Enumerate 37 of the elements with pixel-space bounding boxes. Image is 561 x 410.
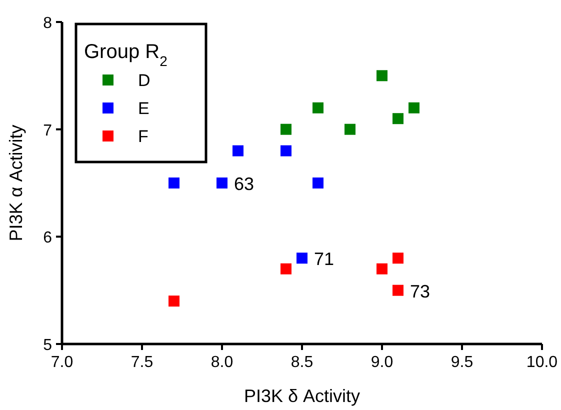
x-tick-label: 9.5 [450, 354, 474, 371]
point [344, 124, 356, 135]
annotation: 63 [234, 174, 254, 194]
point [392, 284, 404, 296]
point [408, 102, 420, 114]
legend-label: E [138, 99, 150, 118]
legend-label: F [138, 127, 148, 146]
point [216, 178, 228, 188]
x-tick-label: 10.0 [526, 354, 558, 371]
point [168, 296, 180, 307]
point [392, 252, 404, 264]
point [392, 113, 404, 124]
point [280, 263, 292, 274]
x-tick-label: 8.0 [210, 354, 234, 371]
y-tick-label: 5 [43, 337, 52, 354]
legend-label: D [138, 71, 150, 90]
legend-title: Group R$_{2}$ [84, 41, 168, 69]
y-tick-label: 7 [43, 122, 52, 140]
y-axis-title: PI3K α Activity [6, 124, 26, 242]
point [232, 145, 244, 156]
y-tick-label: 8 [43, 15, 52, 32]
point [296, 252, 308, 264]
x-tick-label: 8.5 [290, 354, 314, 371]
point [376, 70, 388, 82]
point [168, 178, 180, 188]
y-tick-label: 6 [43, 230, 52, 247]
point [376, 263, 388, 274]
x-tick-label: 9.0 [370, 354, 394, 371]
annotation: 73 [410, 281, 430, 302]
x-tick-label: 7.5 [130, 354, 154, 371]
point [312, 102, 324, 114]
point [312, 178, 324, 188]
x-axis-title: PI3K δ Activity [244, 386, 360, 406]
point [280, 145, 292, 156]
annotation: 71 [314, 249, 334, 270]
point [280, 124, 292, 135]
x-tick-label: 7.0 [50, 354, 74, 371]
